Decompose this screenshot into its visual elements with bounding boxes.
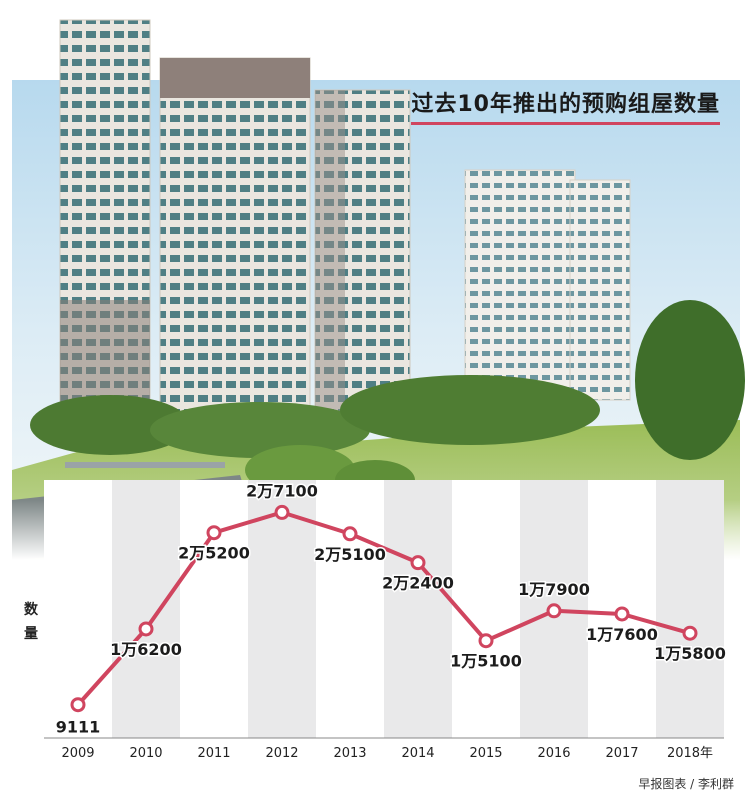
data-point: [206, 525, 222, 541]
x-tick-label: 2010: [129, 746, 162, 761]
x-tick-label: 2013: [333, 746, 366, 761]
y-axis-label: 数量: [24, 602, 38, 642]
data-label: 2万2400: [382, 574, 454, 593]
x-tick-label: 2018年: [667, 746, 713, 761]
data-point: [342, 526, 358, 542]
data-label: 1万7900: [518, 580, 590, 599]
data-point: [138, 621, 154, 637]
column-band: [248, 480, 316, 738]
column-band: [180, 480, 248, 738]
data-label: 2万5100: [314, 545, 386, 564]
column-band: [656, 480, 724, 738]
data-label: 1万7600: [586, 625, 658, 644]
x-tick-label: 2011: [197, 746, 230, 761]
data-label: 1万6200: [110, 640, 182, 659]
x-tick-label: 2014: [401, 746, 434, 761]
column-band: [112, 480, 180, 738]
chart-title-block: 过去10年推出的预购组屋数量: [411, 86, 720, 125]
source-credit: 早报图表 / 李利群: [638, 777, 734, 791]
data-points: [70, 504, 698, 713]
data-label: 1万5100: [450, 652, 522, 671]
chart-title: 过去10年推出的预购组屋数量: [411, 92, 720, 117]
data-point: [274, 504, 290, 520]
data-labels: 9111 1万6200 2万5200 2万7100 2万5100 2万2400 1万5100…: [54, 480, 727, 738]
data-point: [478, 633, 494, 649]
data-label: 9111: [56, 718, 101, 737]
data-point: [614, 606, 630, 622]
data-point: [682, 625, 698, 641]
x-tick-label: 2017: [605, 746, 638, 761]
data-label: 2万5200: [178, 544, 250, 563]
column-band: [44, 480, 112, 738]
x-tick-label: 2015: [469, 746, 502, 761]
title-underline: [411, 122, 720, 125]
x-tick-label: 2016: [537, 746, 570, 761]
data-point: [70, 697, 86, 713]
column-band: [452, 480, 520, 738]
x-tick-label: 2009: [61, 746, 94, 761]
data-point: [410, 555, 426, 571]
series-line: [76, 510, 692, 707]
column-bands: [44, 480, 724, 738]
column-band: [384, 480, 452, 738]
data-point: [546, 603, 562, 619]
column-band: [316, 480, 384, 738]
data-label: 1万5800: [654, 644, 726, 663]
x-tick-label: 2012: [265, 746, 298, 761]
data-label: 2万7100: [246, 481, 318, 500]
x-tick-labels: 2009 2010 2011 2012 2013 2014 2015 2016 2017 2018…: [61, 746, 713, 761]
